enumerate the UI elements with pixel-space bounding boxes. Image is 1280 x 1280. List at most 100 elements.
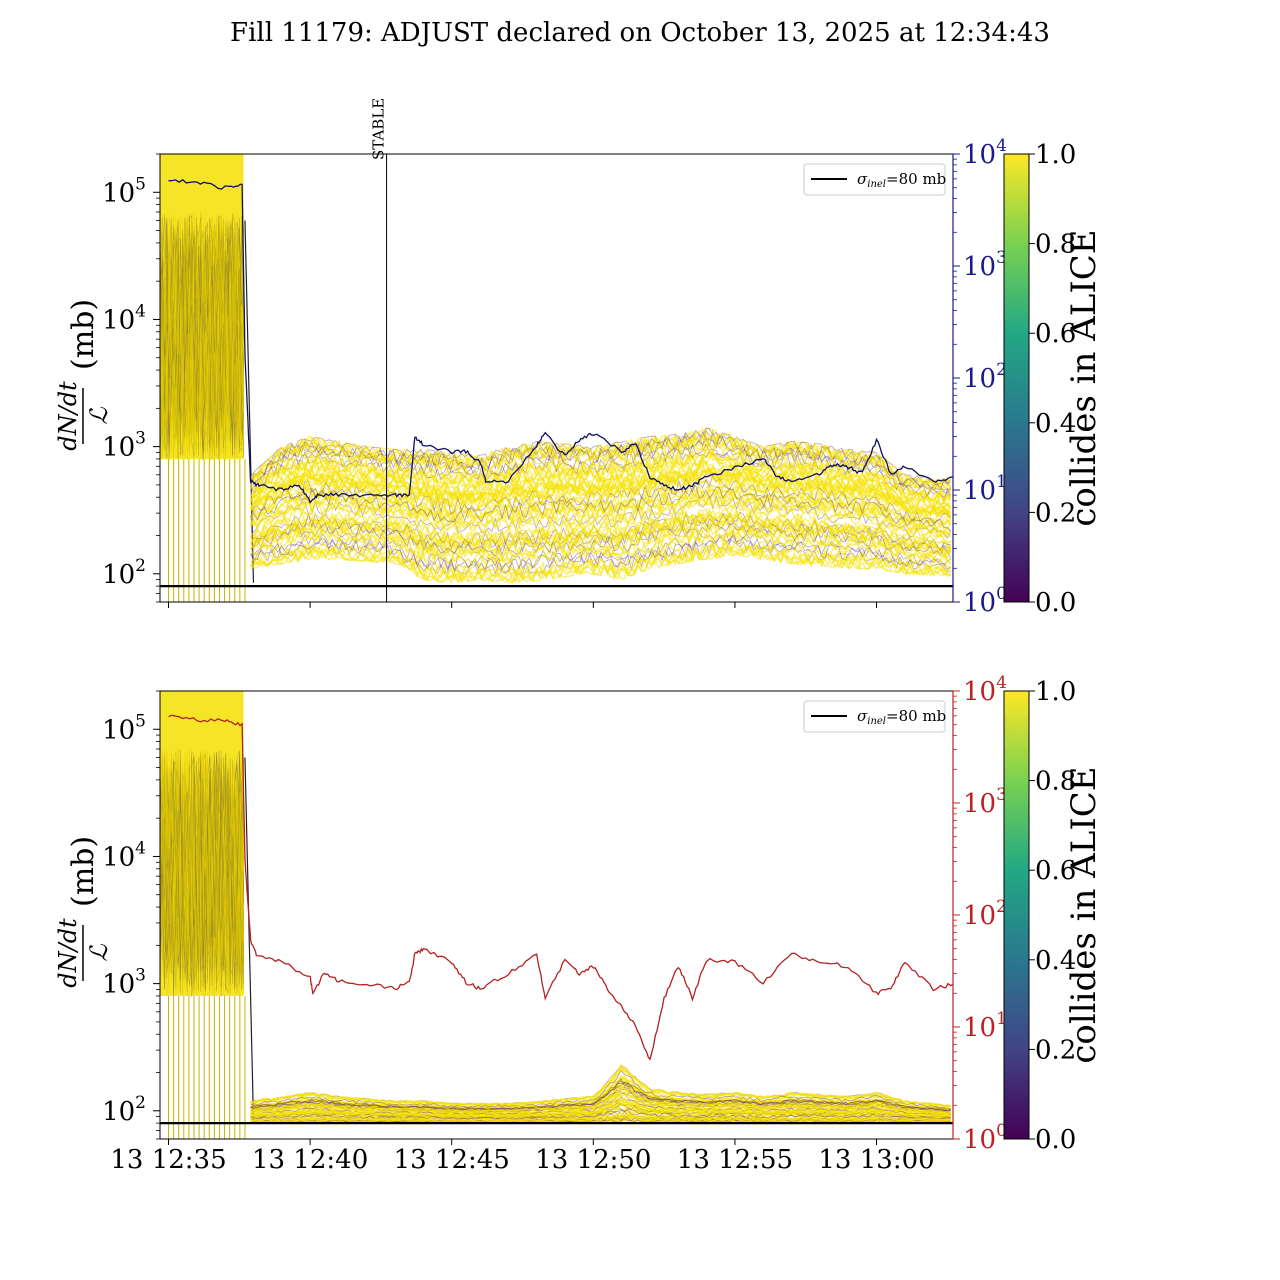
top-panel: STABLE 102 103 104 105 100 101 102 103 104 dN/dt ℒ (… <box>54 98 1104 618</box>
top-right-tick-label: 101 <box>963 472 1007 506</box>
bottom-colorbar-tick-label: 1.0 <box>1035 677 1076 707</box>
top-band-trace <box>250 539 951 583</box>
bottom-colorbar-tick-label: 0.2 <box>1035 1035 1076 1065</box>
top-ylabel-numerator: dN/dt <box>54 381 82 451</box>
bottom-right-tick-label: 104 <box>963 673 1007 707</box>
top-early-trace <box>160 212 245 459</box>
figure-title: Fill 11179: ADJUST declared on October 1… <box>230 18 1050 48</box>
top-left-tick-label: 102 <box>102 556 146 590</box>
top-left-tick-label: 104 <box>102 301 146 335</box>
bottom-band-trace <box>250 1080 951 1112</box>
bottom-left-tick-label: 105 <box>102 711 146 745</box>
bottom-right-tick-label: 100 <box>963 1121 1007 1155</box>
bottom-band-trace <box>250 1091 951 1115</box>
top-band-trace <box>250 459 952 513</box>
bottom-legend-label: σinel=80 mb <box>857 707 946 727</box>
top-band-trace <box>250 465 951 518</box>
top-drop-edge <box>244 220 255 583</box>
top-colorbar-tick-label: 0.6 <box>1035 319 1076 349</box>
bottom-band-trace <box>250 1077 951 1112</box>
top-right-tick-label: 103 <box>963 248 1007 282</box>
bottom-band-trace <box>250 1075 951 1111</box>
bottom-band-trace <box>250 1070 951 1110</box>
bottom-right-axis-series <box>168 714 953 1061</box>
bottom-ylabel-numerator: dN/dt <box>54 918 82 988</box>
bottom-colorbar-tick-label: 0.0 <box>1035 1125 1076 1155</box>
top-band-trace <box>250 532 952 574</box>
bottom-colorbar-tick-label: 0.8 <box>1035 767 1076 797</box>
x-tick-label: 13 12:55 <box>677 1145 793 1175</box>
bottom-colorbar-label: collides in ALICE <box>1064 766 1104 1063</box>
top-left-tick-label: 105 <box>102 174 146 208</box>
bottom-band-trace <box>250 1084 951 1114</box>
bottom-colorbar-tick-label: 0.4 <box>1035 946 1076 976</box>
top-colorbar-label: collides in ALICE <box>1064 229 1104 526</box>
bottom-colorbar-tick-label: 0.6 <box>1035 856 1076 886</box>
top-legend-label: σinel=80 mb <box>857 170 946 190</box>
bottom-axes-frame <box>159 690 954 1140</box>
x-tick-label: 13 12:50 <box>535 1145 651 1175</box>
top-band-trace <box>250 510 951 553</box>
bottom-early-trace <box>160 749 245 998</box>
bottom-plot-area <box>160 691 953 1139</box>
bottom-band-trace <box>250 1066 951 1108</box>
x-tick-label: 13 12:35 <box>110 1145 226 1175</box>
bottom-right-tick-label: 103 <box>963 785 1007 819</box>
top-early-trace <box>160 213 245 455</box>
top-early-trace <box>160 219 245 454</box>
top-band-trace <box>249 478 951 530</box>
x-tick-label: 13 13:00 <box>818 1145 934 1175</box>
top-band-trace <box>249 461 952 513</box>
bottom-band-trace <box>250 1107 951 1120</box>
top-left-tick-label: 103 <box>102 429 146 463</box>
bottom-left-tick-label: 103 <box>102 966 146 1000</box>
top-band-trace <box>250 526 952 566</box>
top-band-trace <box>249 540 951 582</box>
top-right-tick-label: 100 <box>963 584 1007 618</box>
top-colorbar-tick-label: 0.8 <box>1035 230 1076 260</box>
top-band-trace <box>250 428 952 491</box>
top-colorbar-tick-label: 0.0 <box>1035 588 1076 618</box>
top-right-tick-label: 102 <box>963 360 1007 394</box>
bottom-band-trace <box>250 1109 951 1121</box>
bottom-band-trace <box>250 1093 951 1115</box>
top-band-trace <box>250 484 951 532</box>
bottom-colorbar <box>1003 690 1030 1140</box>
bottom-legend-box <box>803 700 946 733</box>
top-band-trace <box>250 429 952 486</box>
bottom-left-tick-label: 102 <box>102 1093 146 1127</box>
bottom-right-tick-label: 101 <box>963 1009 1007 1043</box>
bottom-left-tick-label: 104 <box>102 838 146 872</box>
top-colorbar <box>1003 153 1030 603</box>
top-band-trace <box>250 480 952 527</box>
bottom-legend: σinel=80 mb <box>803 700 946 733</box>
bottom-drop-edge <box>244 757 255 1120</box>
bottom-ylabel-unit: (mb) <box>66 836 101 907</box>
top-early-trace <box>160 213 245 440</box>
top-legend-box <box>803 163 946 196</box>
top-legend: σinel=80 mb <box>803 163 946 196</box>
top-band-trace <box>250 514 952 554</box>
top-band-trace <box>250 489 951 538</box>
x-tick-label: 13 12:40 <box>252 1145 368 1175</box>
top-right-axis-series <box>168 178 953 504</box>
top-plot-area <box>160 154 953 602</box>
bottom-band-trace <box>250 1103 951 1119</box>
bottom-band-trace <box>250 1110 951 1122</box>
bottom-panel: 102 103 104 105 100 101 102 103 104 13 12:35 13 12… <box>54 673 1104 1175</box>
bottom-ylabel-denominator: ℒ <box>85 944 113 962</box>
bottom-ylabel: dN/dt ℒ (mb) <box>54 836 113 988</box>
bottom-band-trace <box>250 1096 951 1118</box>
top-ylabel-denominator: ℒ <box>85 407 113 425</box>
x-tick-label: 13 12:45 <box>394 1145 510 1175</box>
bottom-band-trace <box>250 1082 951 1111</box>
bottom-right-tick-label: 102 <box>963 897 1007 931</box>
top-band-trace <box>249 518 952 561</box>
top-ylabel: dN/dt ℒ (mb) <box>54 299 113 451</box>
stable-marker-label: STABLE <box>370 98 388 160</box>
bottom-band-trace <box>250 1064 951 1108</box>
top-colorbar-tick-label: 1.0 <box>1035 140 1076 170</box>
top-band-trace <box>250 518 952 559</box>
top-right-tick-label: 104 <box>963 136 1007 170</box>
